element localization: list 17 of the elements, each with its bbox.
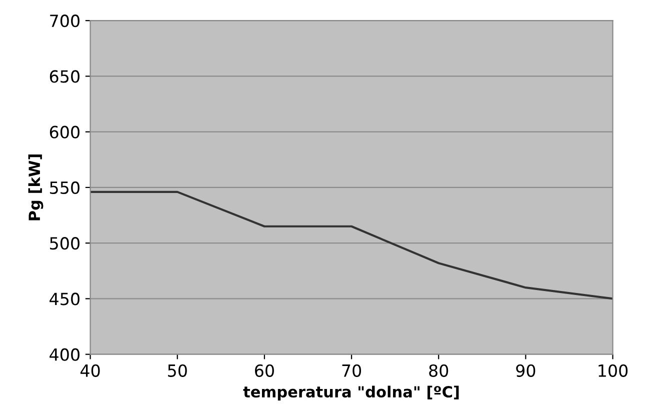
- y-tick-label: 400: [50, 348, 80, 361]
- y-tick-label: 650: [50, 70, 80, 83]
- y-tick-label: 450: [50, 292, 80, 306]
- y-axis-title: Pg [kW]: [28, 154, 44, 220]
- x-tick-label: 60: [255, 364, 274, 377]
- x-tick-label: 70: [342, 364, 362, 377]
- y-tick-label: 500: [50, 237, 80, 250]
- x-axis-title: temperatura "dolna" [ºC]: [243, 386, 459, 401]
- y-tick-label: 550: [50, 181, 80, 194]
- x-tick-label: 100: [598, 364, 628, 377]
- y-tick-label: 600: [50, 126, 80, 138]
- line-series: [90, 190, 613, 300]
- x-tick-label: 40: [80, 364, 100, 377]
- x-tick-label: 50: [168, 364, 187, 377]
- x-tick-label: 80: [429, 364, 448, 377]
- x-tick-label: 90: [516, 364, 536, 377]
- y-tick-label: 700: [50, 14, 80, 28]
